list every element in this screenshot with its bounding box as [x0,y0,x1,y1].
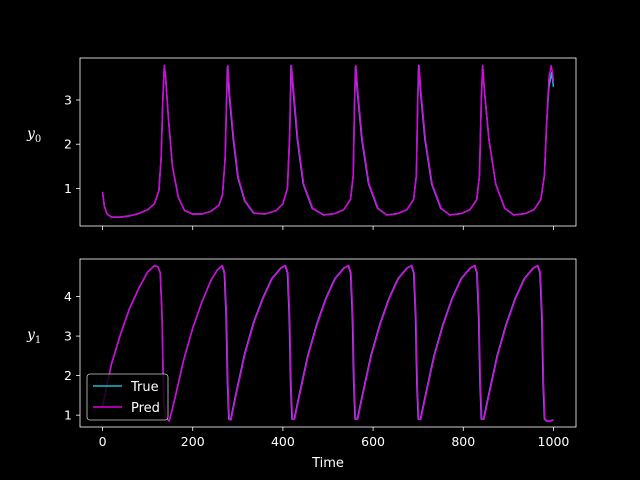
y-tick-label: 2 [64,137,72,152]
x-axis-label: Time [311,456,344,471]
subplot-y1-yticks: 1 2 3 4 [64,289,80,423]
series-line-pred-y0 [101,64,555,218]
y1-ylabel-text: y [26,327,36,343]
x-tick-label: 800 [451,434,475,449]
y-tick-label: 3 [64,93,72,108]
subplot-y0-xticks [102,226,554,230]
y1-ylabel-text-subscript: 1 [35,335,41,346]
series-line-pred-y1 [101,264,554,422]
subplot-y1-frame [79,258,577,428]
y-tick-label: 4 [64,289,72,304]
x-tick-label: 0 [99,434,107,449]
subplot-y1-lines [101,264,554,422]
y-tick-label: 2 [64,368,72,383]
legend-pred-label: Pred [131,401,160,416]
y-tick-label: 1 [64,181,72,196]
legend-true-label: True [130,380,159,395]
subplot-y0-yticks: 1 2 3 [64,93,80,196]
x-tick-label: 400 [271,434,295,449]
legend: True Pred [86,373,169,421]
x-tick-label: 600 [361,434,385,449]
y0-ylabel-text-subscript: 0 [35,134,41,145]
x-tick-label: 1000 [538,434,570,449]
subplot-y1-ylabel: y1 [26,327,41,346]
y0-ylabel-text: y [26,126,36,142]
subplot-y0-lines [101,64,555,218]
y-tick-label: 1 [64,408,72,423]
subplot-y0: 1 2 3 y0 [26,57,577,230]
subplot-y0-ylabel: y0 [26,126,41,145]
y-tick-label: 3 [64,329,72,344]
subplot-y0-frame [79,57,577,227]
x-tick-label: 200 [181,434,205,449]
subplot-y1-xticks: 0 200 400 600 800 1000 [99,427,570,449]
